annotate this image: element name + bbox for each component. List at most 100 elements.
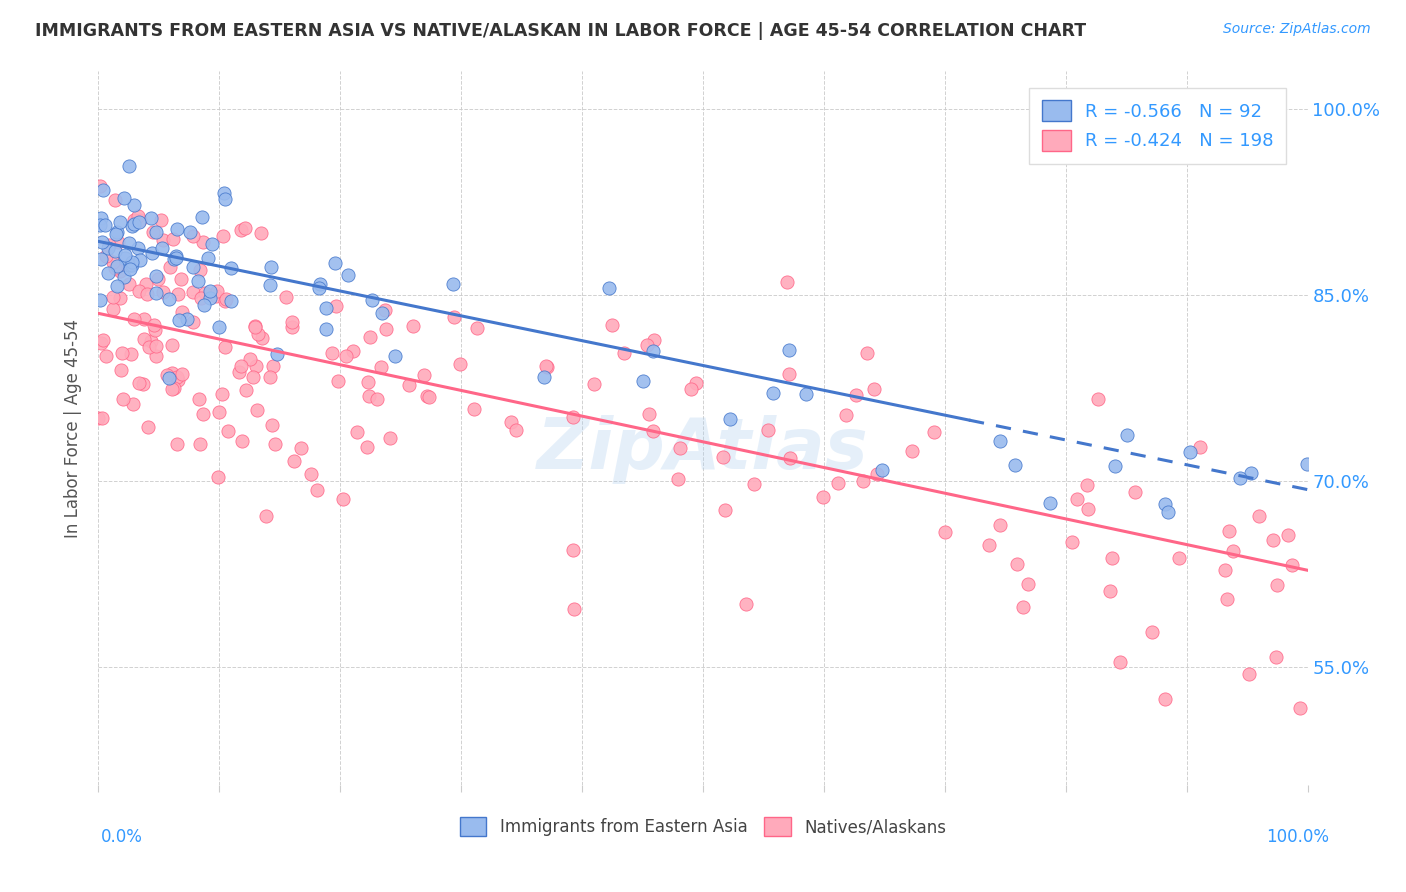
- Point: [536, 359, 558, 374]
- Point: [1277, 528, 1299, 542]
- Point: [145, 225, 167, 239]
- Point: [643, 344, 665, 359]
- Point: [193, 297, 215, 311]
- Point: [449, 357, 471, 371]
- Point: [208, 405, 231, 419]
- Point: [398, 378, 420, 392]
- Point: [813, 490, 835, 504]
- Point: [280, 319, 302, 334]
- Point: [335, 349, 357, 363]
- Point: [934, 525, 956, 540]
- Point: [259, 277, 281, 292]
- Point: [166, 369, 188, 384]
- Point: [231, 434, 253, 448]
- Point: [136, 420, 159, 434]
- Point: [197, 252, 219, 266]
- Point: [361, 293, 384, 307]
- Point: [160, 366, 183, 380]
- Point: [148, 272, 170, 286]
- Point: [249, 226, 271, 240]
- Point: [163, 252, 186, 266]
- Point: [110, 291, 132, 305]
- Point: [120, 347, 142, 361]
- Text: 0.0%: 0.0%: [101, 828, 143, 846]
- Point: [264, 437, 287, 451]
- Point: [170, 367, 193, 381]
- Point: [190, 292, 212, 306]
- Point: [212, 186, 235, 200]
- Point: [281, 315, 304, 329]
- Point: [105, 259, 128, 273]
- Point: [562, 409, 585, 424]
- Point: [315, 301, 337, 316]
- Point: [366, 392, 388, 406]
- Point: [101, 301, 124, 316]
- Point: [127, 241, 149, 255]
- Point: [346, 425, 368, 440]
- Point: [166, 286, 188, 301]
- Point: [145, 285, 167, 300]
- Point: [121, 258, 143, 272]
- Point: [315, 322, 337, 336]
- Point: [357, 389, 380, 403]
- Point: [600, 318, 623, 332]
- Point: [105, 225, 128, 239]
- Point: [229, 223, 252, 237]
- Point: [90, 252, 112, 267]
- Point: [863, 382, 886, 396]
- Point: [305, 483, 328, 497]
- Y-axis label: In Labor Force | Age 45-54: In Labor Force | Age 45-54: [65, 318, 83, 538]
- Legend: Immigrants from Eastern Asia, Natives/Alaskans: Immigrants from Eastern Asia, Natives/Al…: [451, 808, 955, 845]
- Point: [242, 370, 264, 384]
- Point: [283, 454, 305, 468]
- Point: [371, 305, 394, 319]
- Point: [114, 251, 136, 265]
- Point: [90, 211, 112, 226]
- Point: [685, 376, 707, 390]
- Point: [94, 219, 117, 233]
- Point: [183, 260, 205, 275]
- Point: [598, 281, 620, 295]
- Point: [245, 359, 267, 374]
- Point: [1099, 583, 1122, 598]
- Point: [1213, 563, 1236, 577]
- Point: [742, 477, 765, 491]
- Text: Source: ZipAtlas.com: Source: ZipAtlas.com: [1223, 22, 1371, 37]
- Point: [1123, 485, 1146, 500]
- Point: [235, 221, 257, 235]
- Point: [215, 292, 238, 306]
- Point: [128, 284, 150, 298]
- Point: [142, 225, 165, 239]
- Point: [384, 349, 406, 363]
- Point: [229, 359, 252, 373]
- Text: ZipAtlas: ZipAtlas: [537, 415, 869, 484]
- Point: [1104, 458, 1126, 473]
- Point: [1281, 558, 1303, 572]
- Point: [1265, 649, 1288, 664]
- Point: [114, 248, 136, 262]
- Point: [91, 235, 114, 249]
- Point: [356, 440, 378, 454]
- Point: [413, 368, 436, 382]
- Point: [176, 312, 198, 326]
- Point: [145, 349, 167, 363]
- Point: [187, 392, 209, 407]
- Point: [191, 407, 214, 421]
- Point: [191, 210, 214, 224]
- Point: [152, 285, 174, 299]
- Point: [1295, 458, 1317, 472]
- Point: [872, 463, 894, 477]
- Point: [205, 284, 228, 298]
- Point: [150, 241, 173, 255]
- Point: [259, 370, 281, 384]
- Point: [122, 397, 145, 411]
- Point: [101, 255, 124, 269]
- Point: [416, 389, 439, 403]
- Point: [139, 334, 162, 348]
- Point: [374, 321, 396, 335]
- Point: [94, 349, 117, 363]
- Point: [141, 245, 163, 260]
- Point: [583, 376, 606, 391]
- Point: [299, 467, 322, 482]
- Point: [1087, 392, 1109, 406]
